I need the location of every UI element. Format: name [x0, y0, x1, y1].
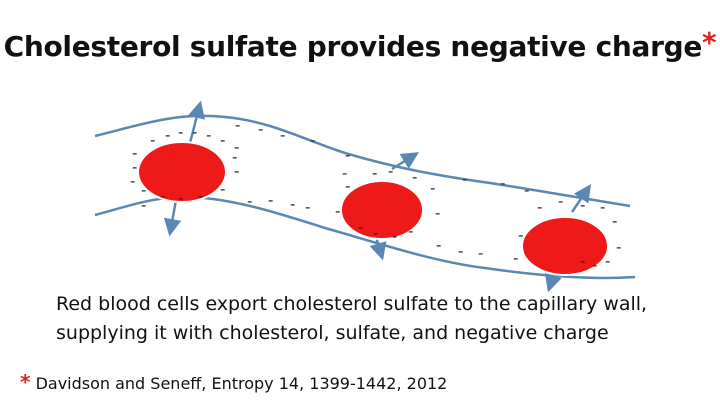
- title-asterisk: *: [702, 26, 717, 59]
- negative-charge-mark: -: [478, 244, 483, 262]
- red-blood-cell-1: [137, 141, 227, 203]
- negative-charge-mark: -: [616, 238, 621, 256]
- negative-charge-mark: -: [305, 198, 310, 216]
- negative-charge-mark: -: [462, 170, 467, 188]
- negative-charge-mark: -: [605, 252, 610, 270]
- arrow-cell1-bottom: [163, 199, 182, 237]
- negative-charges: - - - - - - ---- - - - - ----- - - --- - - --- - - ---------…: [130, 116, 621, 274]
- negative-charge-mark: -: [430, 179, 435, 197]
- negative-charge-mark: -: [165, 126, 170, 144]
- arrow-cell2-top: [391, 152, 419, 171]
- slide-title: Cholesterol sulfate provides negative ch…: [0, 26, 720, 63]
- negative-charge-mark: -: [141, 181, 146, 199]
- negative-charge-mark: -: [600, 198, 605, 216]
- negative-charge-mark: -: [412, 168, 417, 186]
- negative-charge-mark: -: [436, 236, 441, 254]
- negative-charge-mark: -: [342, 164, 347, 182]
- arrow-cell3-top: [570, 184, 591, 213]
- negative-charge-mark: -: [132, 158, 137, 176]
- red-blood-cell-3: [521, 216, 609, 276]
- negative-charge-mark: -: [220, 131, 225, 149]
- negative-charge-mark: -: [247, 192, 252, 210]
- negative-charge-mark: -: [235, 116, 240, 134]
- negative-charge-mark: -: [612, 212, 617, 230]
- negative-charge-mark: -: [373, 224, 378, 242]
- caption-line-2: supplying it with cholesterol, sulfate, …: [56, 322, 609, 344]
- negative-charge-mark: -: [388, 162, 393, 180]
- negative-charge-mark: -: [310, 131, 315, 149]
- negative-charge-mark: -: [580, 252, 585, 270]
- negative-charge-mark: -: [345, 146, 350, 164]
- negative-charge-mark: -: [280, 126, 285, 144]
- negative-charge-mark: -: [150, 131, 155, 149]
- capillary-wall-top: [94, 114, 631, 208]
- negative-charge-mark: -: [198, 187, 203, 205]
- negative-charge-mark: -: [518, 226, 523, 244]
- negative-charge-mark: -: [335, 202, 340, 220]
- negative-charge-mark: -: [372, 164, 377, 182]
- negative-charge-mark: -: [408, 222, 413, 240]
- negative-charge-mark: -: [580, 196, 585, 214]
- citation-asterisk: *: [20, 370, 31, 394]
- negative-charge-mark: -: [500, 174, 505, 192]
- title-text: Cholesterol sulfate provides negative ch…: [3, 30, 703, 63]
- negative-charge-mark: -: [192, 123, 197, 141]
- negative-charge-mark: -: [220, 180, 225, 198]
- negative-charge-mark: -: [290, 195, 295, 213]
- negative-charge-mark: -: [513, 249, 518, 267]
- negative-charge-mark: -: [132, 144, 137, 162]
- negative-charge-mark: -: [206, 126, 211, 144]
- citation-text: Davidson and Seneff, Entropy 14, 1399-14…: [35, 374, 448, 393]
- arrow-cell1-top: [188, 100, 205, 144]
- citation: * Davidson and Seneff, Entropy 14, 1399-…: [20, 370, 447, 394]
- negative-charge-mark: -: [160, 187, 165, 205]
- negative-charge-mark: -: [234, 138, 239, 156]
- negative-charge-mark: -: [435, 204, 440, 222]
- negative-charge-mark: -: [392, 227, 397, 245]
- caption-line-1: Red blood cells export cholesterol sulfa…: [56, 293, 648, 315]
- negative-charge-mark: -: [258, 120, 263, 138]
- negative-charge-mark: -: [232, 148, 237, 166]
- negative-charge-mark: -: [130, 172, 135, 190]
- negative-charge-mark: -: [178, 189, 183, 207]
- negative-charge-mark: -: [458, 242, 463, 260]
- negative-charge-mark: -: [524, 181, 529, 199]
- red-blood-cell-2: [340, 180, 424, 240]
- negative-charge-mark: -: [234, 162, 239, 180]
- negative-charge-mark: -: [141, 196, 146, 214]
- negative-charge-mark: -: [178, 123, 183, 141]
- negative-charge-mark: -: [358, 218, 363, 236]
- negative-charge-mark: -: [592, 256, 597, 274]
- negative-charge-mark: -: [558, 192, 563, 210]
- caption: Red blood cells export cholesterol sulfa…: [56, 290, 647, 348]
- negative-charge-mark: -: [345, 177, 350, 195]
- negative-charge-mark: -: [268, 191, 273, 209]
- negative-charge-mark: -: [537, 198, 542, 216]
